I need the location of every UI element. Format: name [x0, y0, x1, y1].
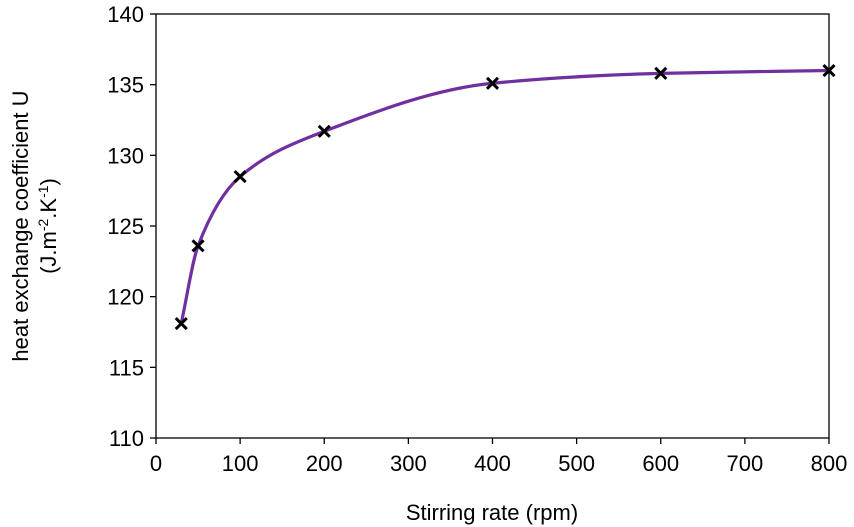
x-tick-label: 100	[222, 451, 259, 476]
y-axis-title-line2: (J.m-2.K-1)	[35, 178, 61, 274]
x-tick-label: 800	[811, 451, 848, 476]
data-point-marker	[191, 239, 205, 253]
series-line	[179, 68, 831, 326]
data-point-marker	[174, 316, 188, 331]
data-point-marker	[317, 124, 331, 138]
x-tick-label: 700	[727, 451, 764, 476]
y-tick-label: 135	[107, 73, 144, 98]
plot-area	[155, 13, 830, 439]
x-tick-label: 0	[150, 451, 162, 476]
x-tick-label: 500	[558, 451, 595, 476]
y-tick-label: 120	[107, 285, 144, 310]
y-tick-label: 125	[107, 214, 144, 239]
data-point-marker	[485, 76, 500, 90]
y-axis-title-line1: heat exchange coefficient U	[8, 90, 33, 361]
x-axis-ticks: 0 100 200 300 400 500 600 700 800	[150, 438, 847, 476]
data-point-marker	[822, 63, 836, 78]
data-point-marker	[233, 169, 247, 184]
x-tick-label: 600	[642, 451, 679, 476]
x-axis-title: Stirring rate (rpm)	[406, 500, 578, 525]
series-line-group	[179, 68, 831, 326]
data-point-marker	[654, 66, 668, 80]
y-axis-ticks: 110 115 120 125 130 135 140	[107, 2, 156, 451]
plot-frame	[155, 13, 830, 439]
y-tick-label: 140	[107, 2, 144, 27]
x-tick-label: 200	[306, 451, 343, 476]
y-axis-title: heat exchange coefficient U (J.m-2.K-1)	[8, 90, 61, 361]
y-tick-label: 115	[109, 355, 144, 380]
x-tick-label: 300	[390, 451, 427, 476]
y-tick-label: 110	[109, 426, 144, 451]
x-tick-label: 400	[474, 451, 511, 476]
series-markers-group	[174, 63, 836, 331]
y-tick-label: 130	[107, 143, 144, 168]
